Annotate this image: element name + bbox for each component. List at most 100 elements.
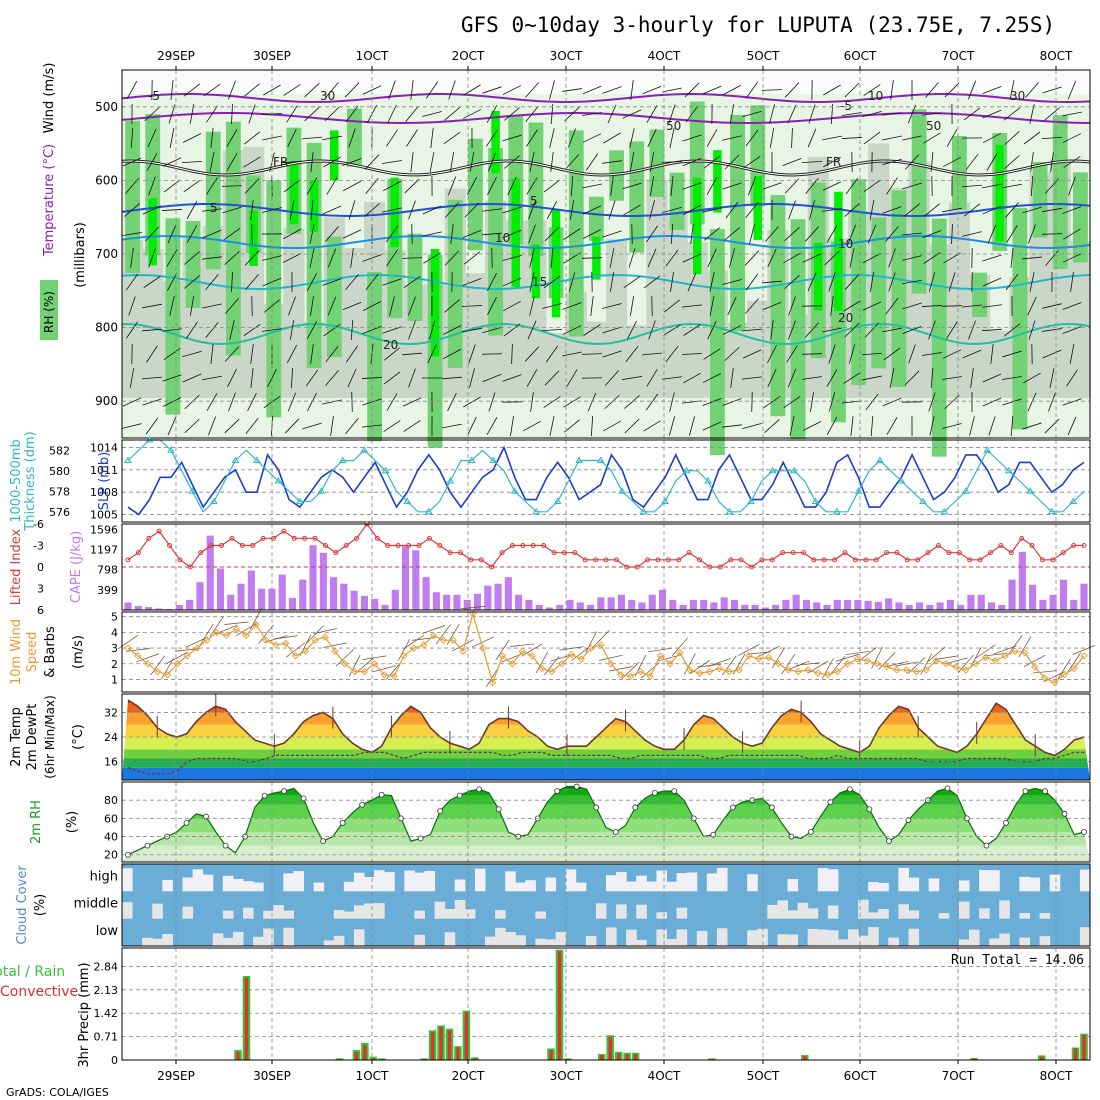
wind-barb: [729, 248, 735, 268]
cape-bar: [309, 545, 317, 610]
lifted-marker: [1029, 543, 1035, 548]
wind-barb: [902, 325, 922, 335]
rh-region-humid: [629, 141, 645, 253]
wind-barb: [802, 253, 822, 263]
cloud-gap-cell: [162, 934, 173, 946]
contour-label: FR: [826, 155, 841, 169]
contour-label: 50: [666, 119, 681, 133]
wind-barb: [362, 301, 382, 311]
lifted-marker: [884, 550, 890, 556]
wind-barb: [681, 353, 703, 355]
cloud-gap-cell: [535, 938, 546, 946]
wind-barb: [289, 320, 295, 340]
thickness-tick-label: 580: [49, 465, 70, 478]
wind-barb: [582, 133, 602, 143]
lifted-marker: [354, 535, 360, 541]
wind-barb: [683, 324, 701, 336]
panel-lifted-cape: 399 798 1197 1596 6 3 0 -3 -6: [33, 518, 1090, 617]
wind-barb: [382, 207, 402, 213]
wind-barb: [184, 394, 200, 410]
cloud-gap-cell: [152, 938, 163, 946]
wind-barb: [544, 370, 560, 386]
cloud-gap-cell: [414, 934, 425, 946]
rh-region-saturated: [491, 111, 500, 174]
wind-barb: [403, 275, 421, 289]
lifted-marker: [956, 550, 962, 556]
wind-barb: [902, 232, 922, 236]
wind-barb: [383, 371, 401, 385]
cape-bar: [155, 608, 163, 610]
top-date-label: 30SEP: [253, 49, 291, 63]
wind-barb: [889, 368, 895, 388]
wind-barb: [904, 154, 920, 170]
wind-barb: [167, 416, 177, 436]
wind-marker: [439, 636, 448, 644]
wind-speed-line: [127, 611, 1085, 685]
ylabel-rh-1: 2m RH: [29, 800, 44, 844]
surface-wind-barb: [975, 644, 996, 659]
wind-barb: [649, 200, 655, 220]
rh-region-saturated: [309, 180, 319, 232]
cloud-gap-cell: [404, 870, 415, 892]
rh-region-humid: [468, 138, 483, 251]
wind-barb: [570, 175, 574, 197]
contour-label: 10: [838, 237, 853, 251]
wind-barb: [184, 275, 200, 289]
panels: 29SEP 30SEP 1OCT 2OCT 3OCT 4OCT 5OCT 6OCT 7OCT 8O…: [0, 49, 1096, 1083]
lifted-marker: [458, 550, 464, 556]
wind-barb: [745, 298, 759, 314]
wind-barb: [327, 296, 337, 316]
lifted-marker: [863, 557, 869, 563]
wind-barb: [928, 320, 936, 340]
precip-tick-label: 0: [111, 1054, 118, 1067]
wind-barb: [1010, 416, 1014, 436]
thickness-marker: [940, 507, 949, 515]
lifted-marker: [437, 543, 443, 548]
wind-barb: [1066, 369, 1078, 387]
wind-tick-label: 5: [111, 611, 118, 624]
precip-convective-bar: [473, 1058, 477, 1060]
surface-wind-barb: [136, 653, 160, 663]
wind-barb: [982, 205, 1002, 215]
cape-bar: [360, 595, 368, 610]
surface-wind-barb: [1032, 670, 1057, 674]
cloud-gap-cell: [505, 931, 516, 946]
cape-bar: [1029, 584, 1037, 610]
wind-barb: [1023, 372, 1041, 384]
cloud-gap-cell: [263, 928, 274, 946]
wind-barb: [524, 346, 540, 362]
wind-barb: [410, 80, 414, 100]
rh-marker: [983, 842, 990, 849]
panel-thickness-slp: 1005 1008 1011 1014 576 578 580 582: [49, 436, 1090, 522]
rh-region-humid: [568, 130, 584, 337]
wind-barb: [724, 154, 740, 170]
wind-barb: [787, 104, 797, 124]
wind-barb: [147, 128, 157, 148]
wind-barb: [628, 248, 636, 268]
wind-barb: [1069, 344, 1075, 364]
wind-barb: [408, 200, 416, 220]
wind-marker: [272, 641, 280, 649]
thickness-marker: [768, 466, 777, 474]
cape-bar: [330, 577, 338, 610]
cape-bar: [134, 605, 142, 610]
wind-barb: [767, 368, 777, 388]
rh-region-moderate: [1069, 241, 1091, 398]
cloud-gap-cell: [464, 909, 476, 919]
surface-wind-barb: [585, 631, 598, 653]
wind-barb: [263, 84, 281, 96]
wind-marker: [390, 672, 398, 680]
wind-barb: [243, 323, 261, 337]
rh-marker: [456, 792, 463, 799]
rh-region-humid: [730, 114, 745, 332]
lifted-marker: [302, 535, 308, 541]
wind-barb: [486, 105, 498, 123]
wind-barb: [747, 176, 757, 196]
wind-barb: [662, 376, 682, 380]
wind-barb: [482, 326, 502, 334]
wind-barb: [946, 321, 958, 339]
lifted-marker: [936, 543, 942, 548]
wind-barb: [961, 184, 983, 188]
wind-marker: [252, 620, 260, 629]
wind-marker: [991, 656, 999, 665]
